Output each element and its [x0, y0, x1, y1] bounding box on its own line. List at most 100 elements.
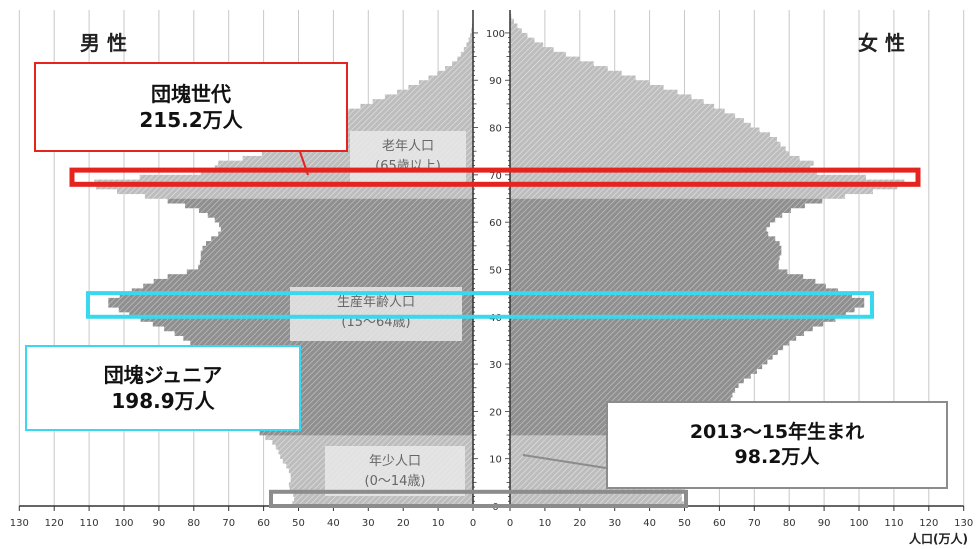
male-bar: [245, 397, 473, 403]
highlight-box-dankai: [69, 167, 921, 187]
female-bar: [510, 66, 608, 72]
female-bar: [510, 250, 782, 256]
x-tick-label-female: 100: [849, 518, 868, 529]
male-bar: [247, 401, 473, 407]
age-tick-label: 70: [489, 171, 502, 182]
age-group-label-elderly: 老年人口: [382, 139, 434, 154]
male-bar: [452, 61, 473, 67]
female-bar: [510, 293, 853, 299]
female-bar: [510, 122, 751, 128]
female-bar: [510, 387, 736, 393]
female-bar: [510, 340, 790, 346]
age-group-box-young: [325, 446, 465, 496]
x-tick-label-female: 40: [643, 518, 656, 529]
x-tick-label-female: 10: [539, 518, 552, 529]
dankai-junior-title: 団塊ジュニア: [103, 363, 223, 387]
age-tick-label: 10: [489, 455, 502, 466]
female-bar: [510, 359, 768, 365]
x-tick-label-male: 0: [470, 518, 476, 529]
births-title: 2013〜15年生まれ: [689, 421, 865, 444]
female-bar: [510, 174, 866, 180]
female-bar: [510, 397, 731, 403]
dankai-junior-callout: 団塊ジュニア 198.9万人: [25, 345, 301, 431]
x-tick-label-male: 60: [257, 518, 270, 529]
male-bar: [202, 245, 473, 251]
male-bar: [206, 241, 473, 247]
female-bar: [510, 241, 780, 247]
male-bar: [323, 118, 473, 124]
male-bar: [143, 283, 473, 289]
male-bar: [466, 42, 473, 48]
x-unit-label: 人口(万人): [909, 531, 968, 546]
female-bar: [510, 449, 698, 455]
female-bar: [510, 245, 782, 251]
female-label: 女 性: [858, 31, 905, 55]
male-bar: [218, 160, 473, 166]
male-bar: [336, 113, 473, 119]
x-tick-label-female: 60: [713, 518, 726, 529]
x-tick-label-male: 20: [397, 518, 410, 529]
male-bar: [206, 354, 473, 360]
dankai-junior-value: 198.9万人: [111, 389, 215, 413]
age-group-box-working: [290, 287, 462, 341]
age-group-label-working: 生産年齢人口: [337, 294, 415, 310]
highlight-boxes: [69, 167, 921, 508]
male-bar: [294, 496, 473, 502]
x-tick-label-male: 120: [45, 518, 64, 529]
male-bar: [384, 94, 473, 100]
female-bar: [510, 468, 688, 474]
female-bar: [510, 472, 686, 478]
x-tick-label-male: 130: [10, 518, 29, 529]
male-bar: [214, 217, 474, 223]
male-bar: [348, 108, 473, 114]
male-bar: [186, 269, 473, 275]
female-bar: [510, 491, 682, 497]
female-bar: [510, 496, 682, 502]
age-tick-label: 80: [489, 124, 502, 135]
female-bar: [510, 316, 836, 322]
female-bar: [510, 42, 544, 48]
female-bar: [510, 274, 804, 280]
x-tick-label-female: 120: [919, 518, 938, 529]
female-bar: [510, 278, 816, 284]
male-bar: [117, 189, 474, 195]
male-bar: [200, 255, 473, 261]
x-tick-label-male: 90: [153, 518, 166, 529]
female-bar: [510, 326, 813, 332]
x-tick-label-male: 80: [187, 518, 200, 529]
female-bar: [510, 37, 535, 43]
female-bar: [510, 160, 814, 166]
highlight-box-dankai_junior: [86, 291, 874, 319]
male-bar: [219, 222, 473, 228]
female-bar: [510, 155, 800, 161]
male-bar: [292, 501, 473, 507]
male-bar: [460, 51, 473, 57]
male-bar: [468, 37, 473, 43]
female-bar: [510, 18, 514, 24]
female-bar: [510, 297, 865, 303]
male-bar: [470, 32, 473, 38]
x-tick-label-female: 70: [748, 518, 761, 529]
male-bar: [199, 207, 473, 213]
male-bar: [243, 392, 473, 398]
male-bar: [139, 174, 473, 180]
male-bar: [190, 340, 473, 346]
male-bar: [265, 435, 473, 441]
female-bar: [510, 269, 788, 275]
female-bar: [510, 103, 715, 109]
age-group-box-elderly: [350, 131, 466, 183]
female-bar: [510, 184, 898, 190]
x-tick-label-male: 40: [327, 518, 340, 529]
female-bar: [510, 487, 684, 493]
male-bar: [397, 89, 473, 95]
female-bar: [510, 89, 678, 95]
female-bar: [510, 137, 777, 143]
female-bar: [510, 146, 786, 152]
births-callout: 2013〜15年生まれ 98.2万人: [606, 401, 948, 489]
female-bar: [510, 458, 694, 464]
female-bar: [510, 312, 846, 318]
male-bar: [311, 122, 473, 128]
male-bar: [240, 387, 473, 393]
female-bar: [510, 51, 566, 57]
female-bar: [510, 70, 622, 76]
